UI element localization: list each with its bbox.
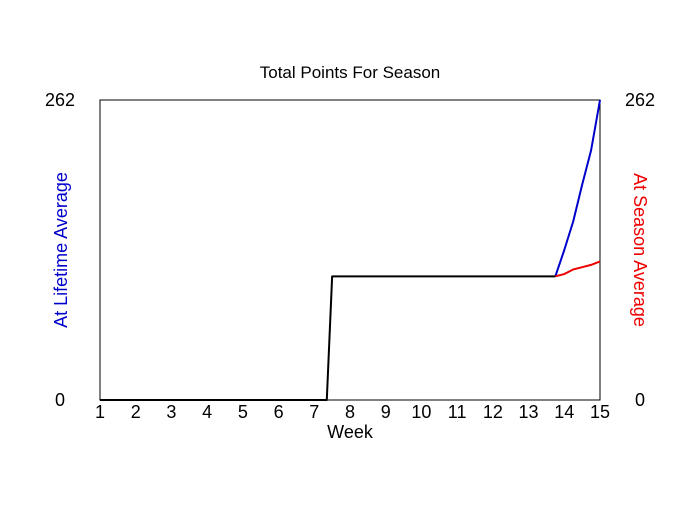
series-line-0	[554, 99, 601, 277]
x-tick-label: 15	[590, 402, 610, 422]
chart-title: Total Points For Season	[260, 63, 440, 82]
y-tick-left-top: 262	[45, 90, 75, 110]
plot-frame	[99, 99, 601, 401]
x-tick-label: 5	[238, 402, 248, 422]
y-tick-left-bottom: 0	[55, 390, 65, 410]
x-tick-label: 9	[381, 402, 391, 422]
x-tick-label: 14	[554, 402, 574, 422]
x-tick-label: 6	[274, 402, 284, 422]
x-tick-label: 7	[309, 402, 319, 422]
x-tick-label: 10	[411, 402, 431, 422]
x-tick-label: 1	[95, 402, 105, 422]
x-tick-label: 3	[166, 402, 176, 422]
series-line-1	[555, 260, 601, 278]
x-tick-label: 12	[483, 402, 503, 422]
series-line-2	[100, 275, 556, 401]
x-tick-label: 4	[202, 402, 212, 422]
series-layer	[100, 99, 601, 401]
x-axis-label: Week	[327, 422, 374, 442]
x-tick-label: 2	[131, 402, 141, 422]
y-axis-label-right: At Season Average	[630, 173, 650, 327]
x-tick-label: 8	[345, 402, 355, 422]
x-ticks-layer: 1 2 3 4 5 6 7 8 9 10 11 12 13 14 15	[95, 402, 610, 422]
x-tick-label: 11	[448, 402, 467, 422]
x-tick-label: 13	[519, 402, 539, 422]
y-tick-right-top: 262	[625, 90, 655, 110]
y-axis-label-left: At Lifetime Average	[51, 172, 71, 328]
y-tick-right-bottom: 0	[635, 390, 645, 410]
